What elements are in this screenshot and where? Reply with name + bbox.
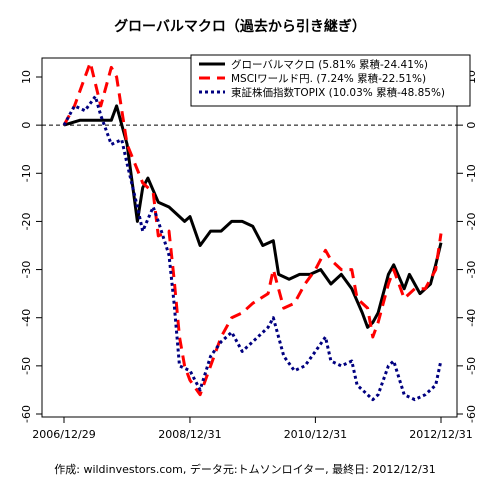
y-tick-label-left: -30 [20,261,33,279]
x-tick-label: 2006/12/29 [32,428,95,441]
legend-label-1: グローバルマクロ (5.81% 累積-24.41%) [231,58,428,71]
y-tick-label-right: -10 [465,164,478,182]
y-tick-label-right: -40 [465,309,478,327]
legend: グローバルマクロ (5.81% 累積-24.41%)MSCIワールド円. (7.… [190,54,471,107]
legend-label-2: MSCIワールド円. (7.24% 累積-22.51%) [231,72,426,85]
y-tick-label-left: -50 [20,357,33,375]
legend-label-3: 東証株価指数TOPIX (10.03% 累積-48.85%) [231,86,445,99]
chart-title: グローバルマクロ（過去から引き継ぎ） [114,18,366,35]
y-tick-label-right: -60 [465,405,478,423]
x-tick-label: 2010/12/31 [284,428,347,441]
legend-box [190,54,471,107]
series-line-2 [62,61,443,397]
y-tick-label-right: 0 [465,122,478,129]
axes: 10 100 0-10 -10-20 -20-30 -30-40 -40-50 -50-60-… [20,70,478,441]
y-tick-label-left: -10 [20,164,33,182]
series-group [62,61,443,402]
chart-caption: 作成: wildinvestors.com, データ元:トムソンロイター, 最終… [54,462,435,476]
y-tick-label-right: -20 [465,212,478,230]
y-tick-label-left: -60 [20,405,33,423]
y-tick-label-right: -30 [465,261,478,279]
y-tick-label-left: 10 [20,70,33,84]
y-tick-label-left: -20 [20,212,33,230]
y-tick-label-left: -40 [20,309,33,327]
y-tick-label-left: 0 [20,122,33,129]
x-tick-label: 2008/12/31 [158,428,221,441]
series-line-1 [63,104,443,329]
series-line-3 [62,94,443,402]
y-tick-label-right: -50 [465,357,478,375]
x-tick-label: 2012/12/31 [409,428,472,441]
